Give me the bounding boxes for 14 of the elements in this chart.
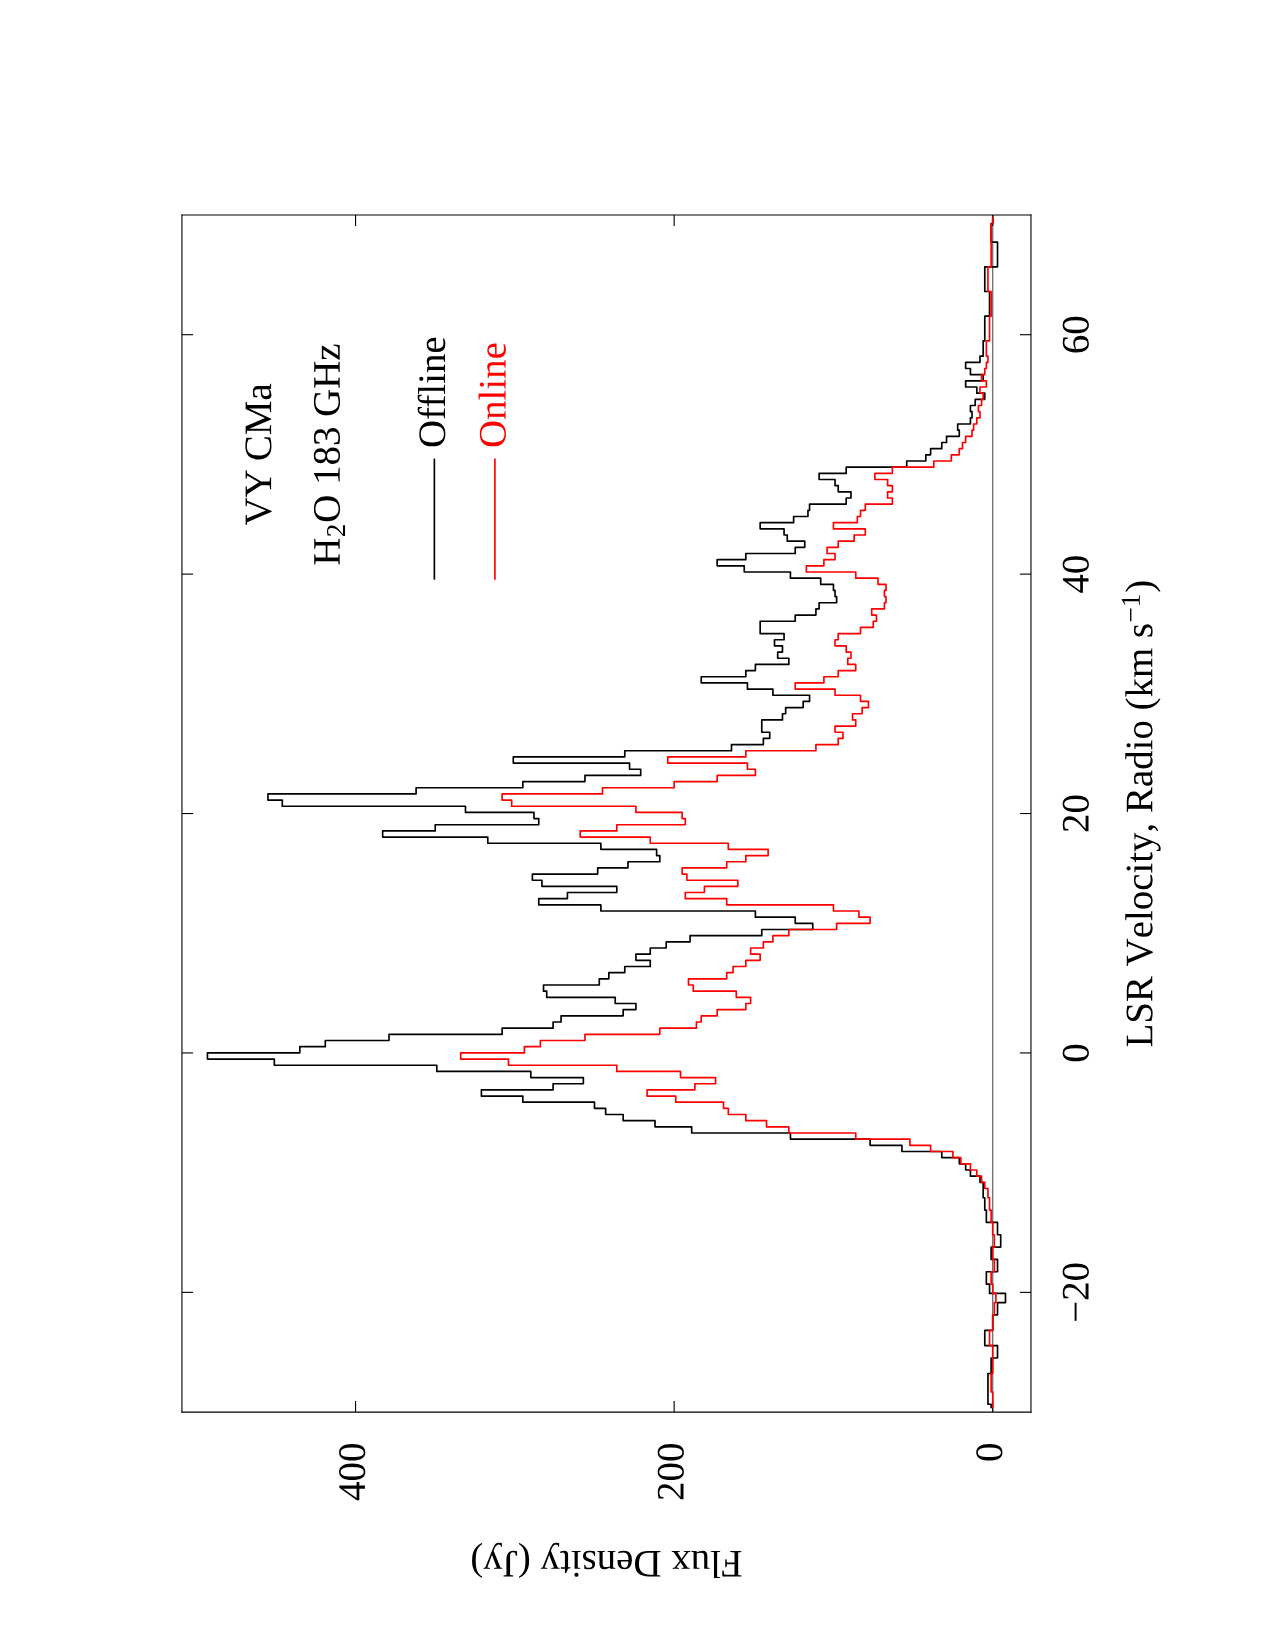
text: VY CMa xyxy=(245,383,272,526)
text: H$_{2}$O 183 GHz xyxy=(313,344,346,565)
x-tick-label: 0 xyxy=(976,1444,1003,1461)
y-tick-label: 0 xyxy=(1062,1044,1089,1062)
text: Online xyxy=(478,343,506,447)
y-tick-label: 40 xyxy=(1062,556,1089,593)
x-axis-title: Flux Density (Jy) xyxy=(472,1542,742,1578)
x-tick-label: 200 xyxy=(657,1444,684,1500)
y-tick-label: 20 xyxy=(1062,795,1089,832)
text: Offline xyxy=(417,337,446,447)
y-tick-label: −20 xyxy=(1062,1263,1089,1321)
y-axis-title: LSR Velocity, Radio (km s$^{−1}$) xyxy=(1121,581,1161,1047)
x-tick-label: 400 xyxy=(339,1444,366,1501)
y-tick-label: 60 xyxy=(1062,316,1089,353)
